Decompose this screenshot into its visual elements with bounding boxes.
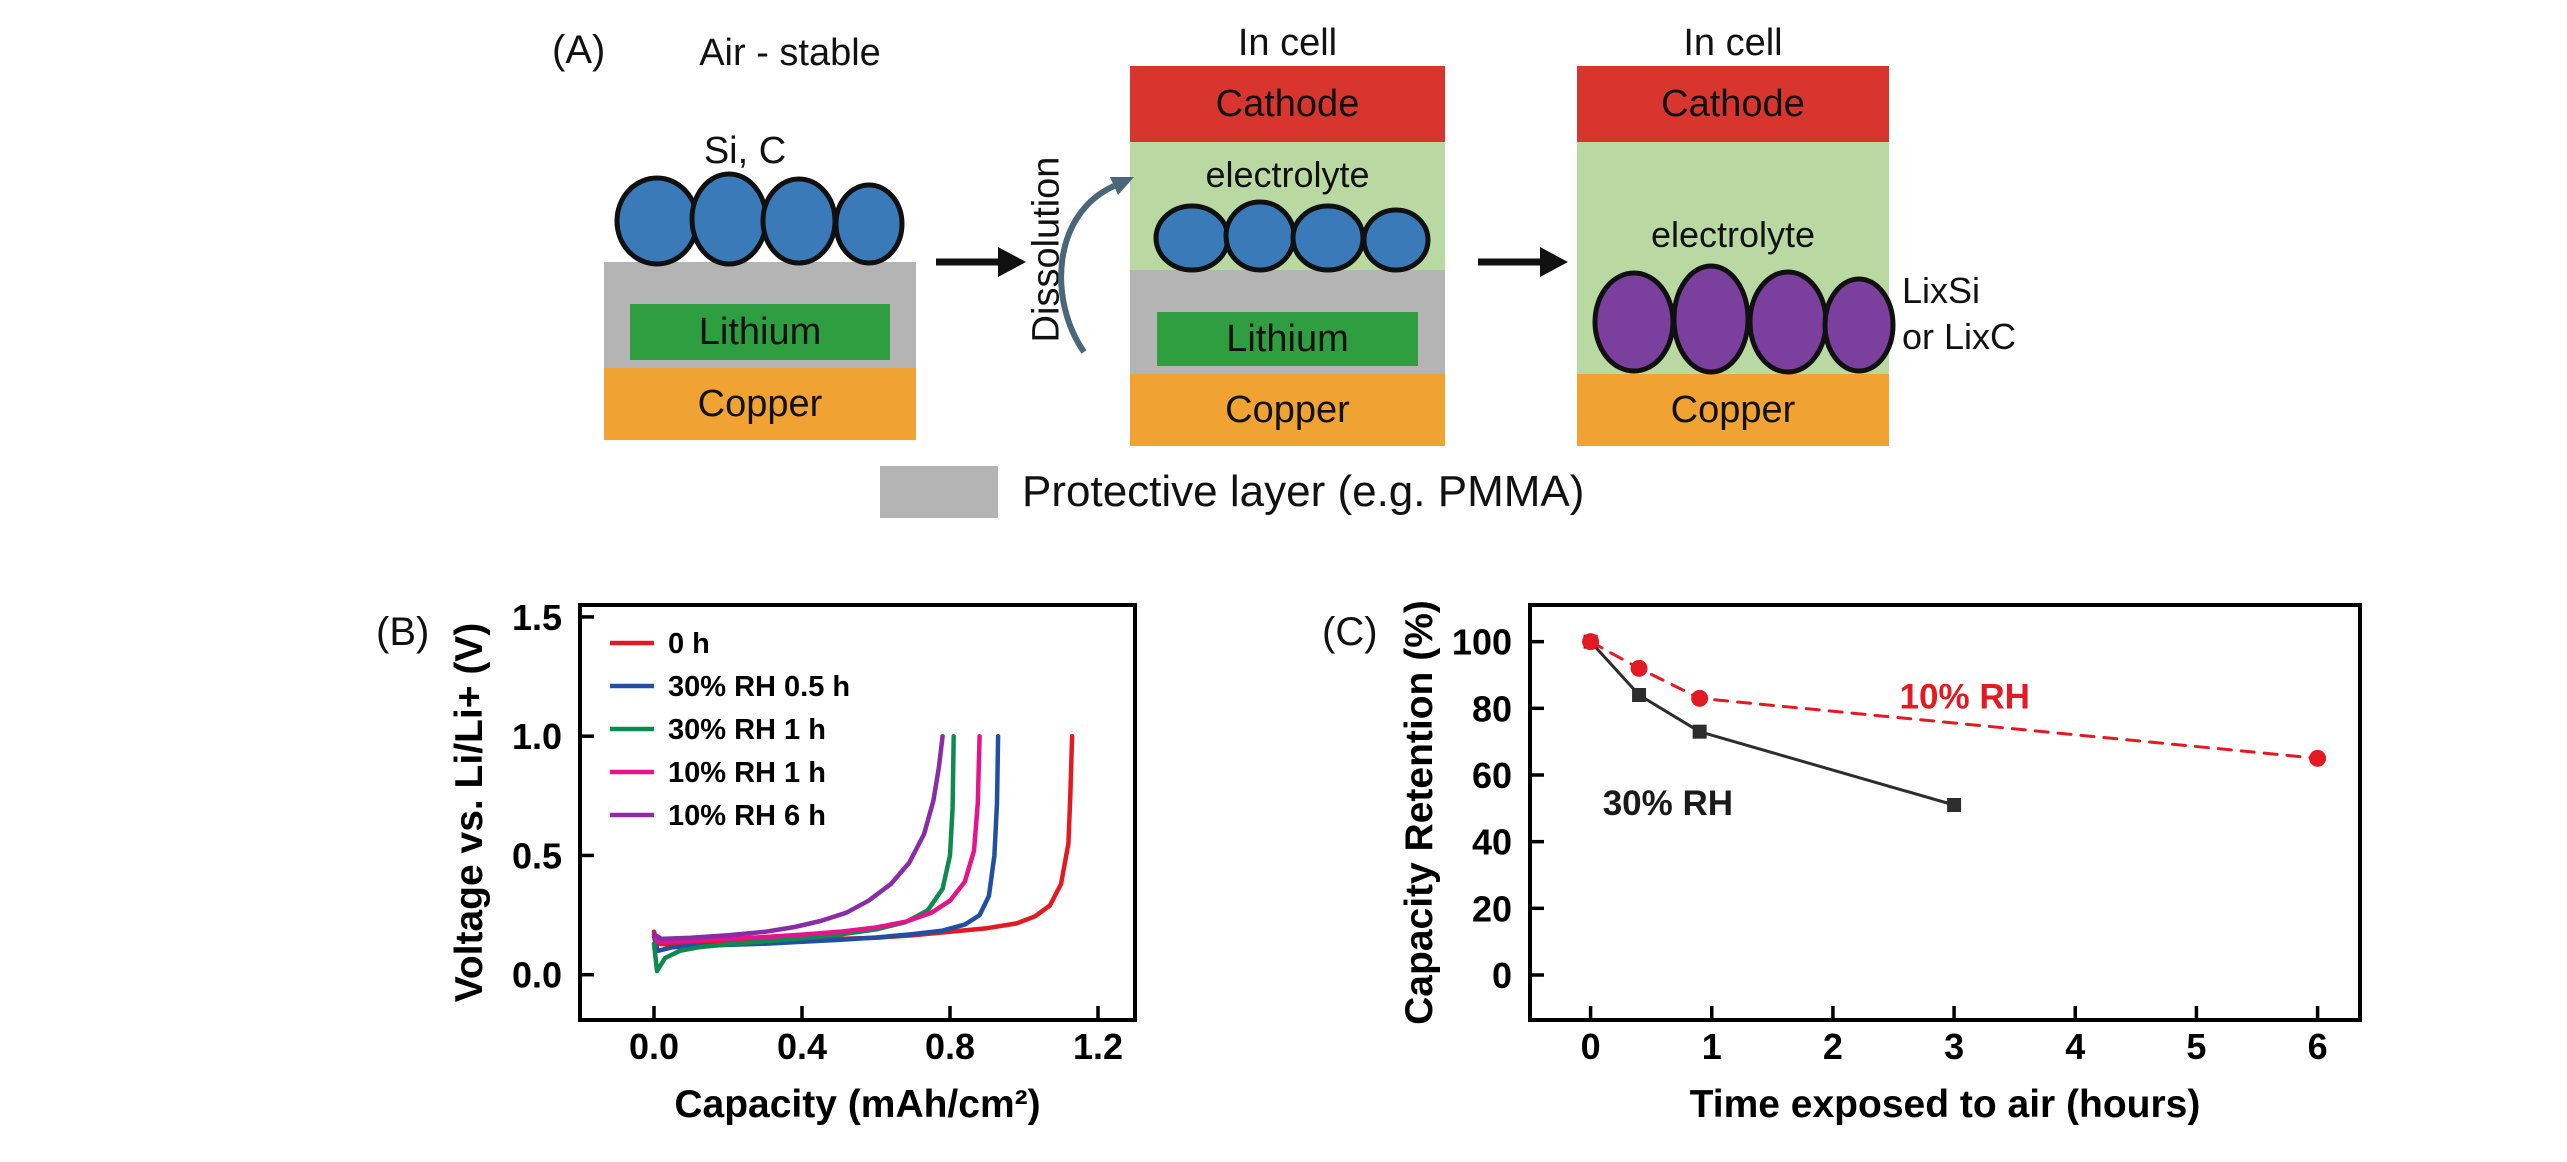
svg-text:0.0: 0.0 xyxy=(512,955,562,996)
svg-text:1.0: 1.0 xyxy=(512,716,562,757)
cathode-label-1: Cathode xyxy=(1215,82,1360,125)
svg-text:60: 60 xyxy=(1472,755,1512,796)
svg-text:10% RH 1 h: 10% RH 1 h xyxy=(668,757,826,789)
svg-text:4: 4 xyxy=(2065,1026,2085,1067)
svg-text:100: 100 xyxy=(1452,622,1512,663)
svg-text:0 h: 0 h xyxy=(668,628,710,660)
svg-text:1: 1 xyxy=(1702,1026,1722,1067)
svg-text:0: 0 xyxy=(1492,955,1512,996)
chart-voltage-vs-capacity: 0.0 0.4 0.8 1.2 0.0 0.5 1.0 1.5 Capacity (mAh/cm… xyxy=(448,597,1137,1126)
in-cell-title-1: In cell xyxy=(1237,22,1338,64)
cathode-layer-2: Cathode xyxy=(1577,66,1889,142)
si-c-particles-air-stable xyxy=(614,171,905,267)
panel-c-label: (C) xyxy=(1322,610,1378,654)
lithium-layer-1: Lithium xyxy=(630,304,890,360)
svg-text:3: 3 xyxy=(1944,1026,1964,1067)
cathode-label-2: Cathode xyxy=(1661,82,1805,125)
svg-text:40: 40 xyxy=(1472,822,1512,863)
svg-text:20: 20 xyxy=(1472,888,1512,929)
svg-text:80: 80 xyxy=(1472,688,1512,729)
cathode-layer-1: Cathode xyxy=(1130,66,1445,142)
dissolution-label: Dissolution xyxy=(1025,156,1068,343)
right-arrow-2-icon xyxy=(1478,247,1568,277)
lithium-layer-2: Lithium xyxy=(1157,312,1418,366)
lithium-label-2: Lithium xyxy=(1226,317,1349,360)
svg-text:Capacity (mAh/cm²): Capacity (mAh/cm²) xyxy=(674,1083,1040,1126)
svg-text:10% RH: 10% RH xyxy=(1900,677,2030,716)
svg-text:30% RH 0.5 h: 30% RH 0.5 h xyxy=(668,671,850,703)
svg-text:30% RH 1 h: 30% RH 1 h xyxy=(668,714,826,746)
electrolyte-label-2: electrolyte xyxy=(1650,214,1816,255)
svg-text:0.4: 0.4 xyxy=(777,1026,827,1067)
svg-text:Time exposed to air (hours): Time exposed to air (hours) xyxy=(1690,1083,2201,1126)
svg-text:10% RH 6 h: 10% RH 6 h xyxy=(668,800,826,832)
lixsi-line: LixSi xyxy=(1902,270,1981,311)
copper-layer-2: Copper xyxy=(1130,374,1445,446)
svg-text:0.0: 0.0 xyxy=(629,1026,679,1067)
svg-text:6: 6 xyxy=(2308,1026,2328,1067)
copper-layer-3: Copper xyxy=(1577,374,1889,446)
svg-text:Voltage vs. Li/Li+ (V): Voltage vs. Li/Li+ (V) xyxy=(448,623,491,1003)
svg-text:0.5: 0.5 xyxy=(512,835,562,876)
panel-b-label: (B) xyxy=(376,610,430,654)
svg-text:0: 0 xyxy=(1581,1026,1601,1067)
copper-label-3: Copper xyxy=(1670,388,1796,431)
copper-label-2: Copper xyxy=(1225,388,1350,431)
si-c-label: Si, C xyxy=(703,130,787,172)
svg-text:Capacity Retention (%): Capacity Retention (%) xyxy=(1398,600,1441,1025)
dissolution-arrow-icon xyxy=(1058,177,1134,354)
lithium-label-1: Lithium xyxy=(698,310,822,353)
protective-swatch xyxy=(880,466,998,518)
panel-a-label: (A) xyxy=(552,28,606,72)
electrolyte-layer-2: electrolyte xyxy=(1577,142,1889,374)
right-arrow-1-icon xyxy=(936,247,1026,277)
svg-text:2: 2 xyxy=(1823,1026,1843,1067)
protective-layer-legend: Protective layer (e.g. PMMA) xyxy=(880,466,1584,518)
air-stable-title: Air - stable xyxy=(699,32,881,74)
copper-layer-1: Copper xyxy=(604,368,916,440)
electrolyte-layer-1: electrolyte xyxy=(1130,142,1445,270)
electrolyte-label-1: electrolyte xyxy=(1205,154,1370,195)
in-cell-title-2: In cell xyxy=(1683,22,1783,64)
lixc-line: or LixC xyxy=(1902,316,2017,357)
lithiated-product-label: LixSi or LixC xyxy=(1902,268,2016,360)
protective-legend-text: Protective layer (e.g. PMMA) xyxy=(1022,467,1585,516)
svg-text:1.2: 1.2 xyxy=(1073,1026,1123,1067)
svg-text:30% RH: 30% RH xyxy=(1603,784,1733,823)
svg-text:0.8: 0.8 xyxy=(925,1026,975,1067)
copper-label-1: Copper xyxy=(697,382,823,425)
svg-text:1.5: 1.5 xyxy=(512,597,562,638)
svg-text:5: 5 xyxy=(2186,1026,2206,1067)
